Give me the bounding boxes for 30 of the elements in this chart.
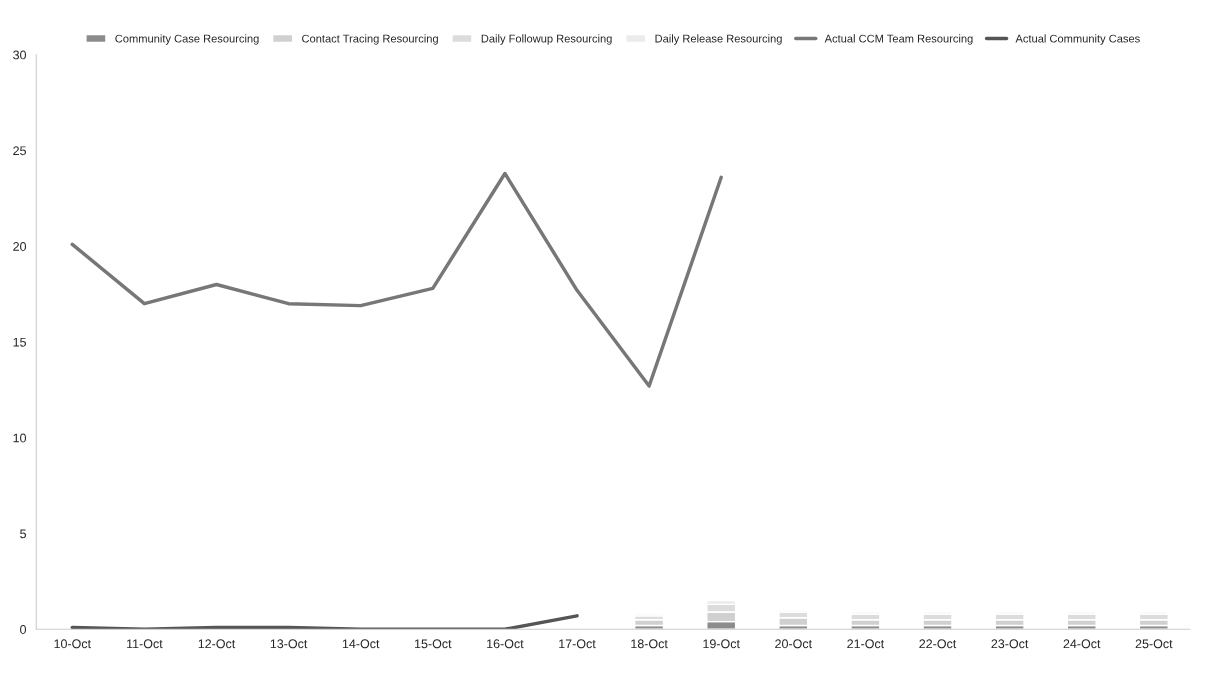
y-tick-label: 20 bbox=[13, 242, 27, 251]
x-tick-label: 23-Oct bbox=[991, 639, 1029, 649]
x-tick-label: 20-Oct bbox=[775, 639, 812, 649]
legend-label: Actual Community Cases bbox=[1015, 34, 1140, 45]
x-tick-label: 25-Oct bbox=[1135, 639, 1173, 649]
x-tick-label: 11-Oct bbox=[127, 639, 163, 649]
legend-label: Actual CCM Team Resourcing bbox=[824, 34, 973, 45]
legend-label: Contact Tracing Resourcing bbox=[302, 34, 438, 45]
x-tick-label: 16-Oct bbox=[487, 639, 524, 649]
y-tick-label: 0 bbox=[20, 625, 27, 634]
x-tick-label: 10-Oct bbox=[54, 639, 91, 649]
legend-label: Daily Followup Resourcing bbox=[481, 34, 612, 45]
x-tick-label: 21-Oct bbox=[847, 639, 885, 649]
x-tick-label: 17-Oct bbox=[559, 639, 596, 649]
legend-label: Community Case Resourcing bbox=[115, 34, 259, 45]
line-series bbox=[70, 171, 723, 388]
y-tick-label: 15 bbox=[13, 337, 26, 347]
legend-label: Daily Release Resourcing bbox=[655, 34, 782, 45]
x-tick-label: 13-Oct bbox=[270, 639, 308, 649]
y-tick-label: 10 bbox=[13, 433, 27, 443]
y-tick-label: 30 bbox=[13, 50, 27, 60]
x-tick-label: 12-Oct bbox=[198, 639, 236, 649]
y-tick-label: 25 bbox=[13, 146, 26, 156]
x-tick-label: 18-Oct bbox=[631, 639, 668, 649]
y-tick-label: 5 bbox=[20, 529, 26, 539]
x-tick-label: 22-Oct bbox=[919, 639, 957, 649]
x-tick-label: 24-Oct bbox=[1063, 639, 1101, 649]
x-tick-label: 19-Oct bbox=[703, 639, 740, 649]
x-tick-label: 14-Oct bbox=[342, 639, 380, 649]
x-tick-label: 15-Oct bbox=[415, 639, 452, 649]
